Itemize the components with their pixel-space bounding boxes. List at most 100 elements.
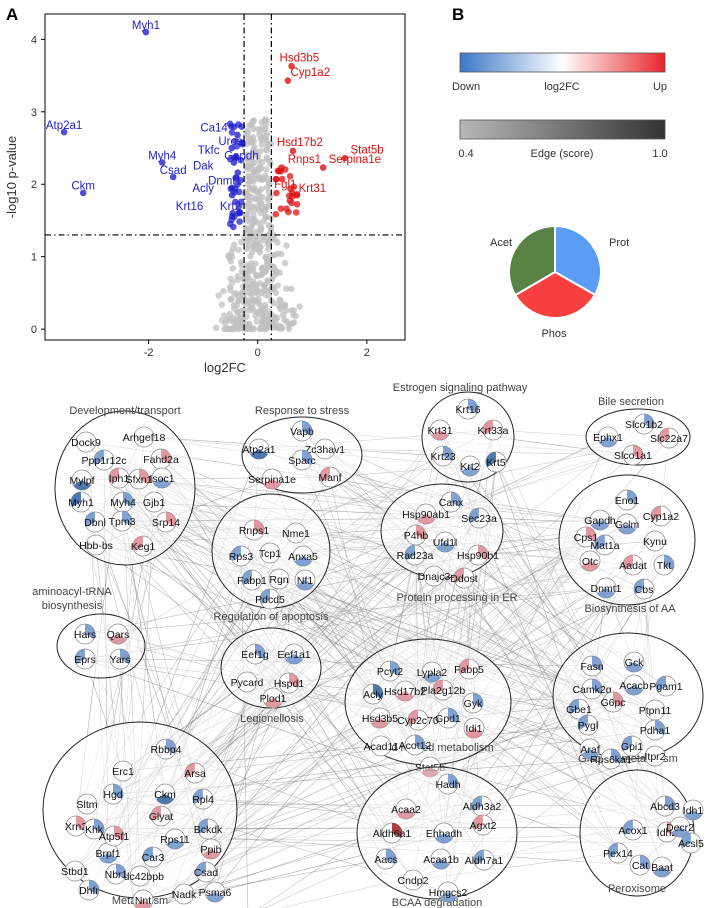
bg-point: [262, 267, 268, 273]
bg-point: [273, 290, 279, 296]
protein-node[interactable]: Idi1: [464, 718, 484, 738]
bg-point: [252, 260, 258, 266]
bg-point: [234, 277, 240, 283]
gene-label-down: Acly: [192, 183, 214, 195]
bg-point: [244, 275, 250, 281]
node-label: Pygl: [578, 720, 598, 732]
node-label: Tkt: [657, 560, 672, 572]
node-label: Ephx1: [593, 432, 623, 444]
protein-node[interactable]: Krt2: [460, 456, 480, 476]
bg-point: [238, 239, 244, 245]
edge-right-label: 1.0: [652, 148, 667, 160]
bg-point: [280, 312, 286, 318]
bg-point: [260, 311, 266, 317]
node-label: Ppp1r12c: [82, 455, 127, 467]
gene-label-up: Krt31: [299, 183, 327, 195]
bg-point: [259, 159, 265, 165]
bg-point: [215, 292, 221, 298]
node-label: Nme1: [282, 528, 310, 540]
bg-point: [275, 282, 281, 288]
bg-point: [275, 302, 281, 308]
node-label: Fabp1: [237, 575, 267, 587]
bg-point: [219, 302, 225, 308]
node-label: Hadh: [435, 779, 460, 791]
protein-node[interactable]: Dhfr: [79, 880, 99, 900]
node-label: Krt5: [486, 457, 505, 469]
node-label: Eprs: [74, 654, 96, 666]
node-label: Arsa: [184, 768, 206, 780]
network-module: LegionellosisEef1g Eef1a1Pycard Hspd1Plod1: [221, 628, 321, 725]
node-label: Aldh3a2: [463, 801, 502, 813]
module-title: Biosynthesis of AA: [584, 603, 676, 615]
bg-point: [239, 262, 245, 268]
gene-label-down: Krt16: [176, 201, 204, 213]
node-label: Tcp1: [259, 548, 281, 560]
node-label: Dock9: [71, 437, 101, 449]
bg-point: [228, 296, 234, 302]
protein-node[interactable]: Nnt: [133, 890, 153, 908]
node-label: Krt31: [427, 425, 452, 437]
bg-point: [260, 194, 266, 200]
protein-node[interactable]: Krt5: [486, 452, 506, 472]
node-label: Fasn: [580, 661, 604, 673]
node-label: Eno1: [615, 495, 640, 507]
gene-label-up: Rnps1: [288, 154, 321, 166]
node-label: Baat: [651, 862, 673, 874]
protein-node[interactable]: Ppib: [200, 839, 221, 859]
bg-point: [288, 286, 294, 292]
protein-node[interactable]: Idh1: [683, 800, 704, 820]
protein-node[interactable]: Gyk: [463, 693, 483, 713]
protein-node[interactable]: Itpr2: [644, 746, 665, 766]
protein-node[interactable]: Otc: [580, 551, 600, 571]
bg-point: [263, 133, 269, 139]
log2fc-mid-label: log2FC: [544, 81, 580, 93]
gene-label-up: Hsd3b5: [280, 52, 320, 64]
node-label: Nadk: [172, 889, 197, 901]
bg-point: [252, 218, 258, 224]
network-module: aminoacyl-tRNAbiosynthesisHars QarsEprs Ya…: [32, 586, 145, 678]
node-label: Serpina1e: [248, 474, 296, 486]
node-label: Gjb1: [143, 497, 165, 509]
gene-label-down: Uros: [218, 136, 243, 148]
protein-node[interactable]: Rgn: [269, 569, 289, 589]
protein-node[interactable]: Pygl: [578, 715, 598, 735]
protein-node[interactable]: Sltm: [77, 794, 98, 814]
module-title: Development/transport: [69, 405, 180, 417]
module-title: Regulation of apoptosis: [214, 611, 329, 623]
protein-node[interactable]: Eprs: [74, 649, 96, 669]
node-label: Vapb: [290, 426, 314, 438]
bg-point: [293, 313, 299, 319]
node-label: Hsp90b1: [457, 550, 499, 562]
bg-point: [255, 236, 261, 242]
bg-point: [249, 187, 255, 193]
node-label: Camk2g: [572, 684, 611, 696]
node-label: P4hb: [404, 530, 429, 542]
protein-node[interactable]: Yars: [110, 649, 131, 669]
up-point: [278, 164, 285, 171]
protein-node[interactable]: Nf1: [295, 570, 315, 590]
gene-label-down: Ckm: [71, 181, 95, 193]
node-label: Gapdh: [584, 515, 616, 527]
y-axis-title: -log10 p-value: [4, 136, 19, 218]
node-label: Krt16: [455, 404, 480, 416]
x-axis-title: log2FC: [204, 360, 246, 375]
node-label: Nnt: [135, 895, 151, 907]
node-label: Atp5f1: [99, 831, 130, 843]
network-diagram: Development/transportDock9 Arhgef18Ppp1r1…: [32, 382, 704, 908]
protein-node[interactable]: Tkt: [654, 555, 674, 575]
node-label: Atp2a1: [242, 444, 275, 456]
module-title: Legionellosis: [240, 713, 304, 725]
protein-node[interactable]: Dbnl: [84, 512, 106, 532]
node-label: Acacb: [619, 680, 648, 692]
protein-node[interactable]: Hgd: [103, 784, 123, 804]
gene-label-down: Gapdh: [224, 150, 259, 162]
module-title: Protein processing in ER: [396, 592, 517, 604]
node-label: Cyp1a2: [643, 511, 679, 523]
protein-node[interactable]: Cat: [630, 855, 650, 875]
protein-node[interactable]: Cbs: [634, 579, 654, 599]
node-label: Manf: [318, 472, 341, 484]
protein-node[interactable]: Acly: [363, 684, 384, 704]
protein-node[interactable]: Gck: [624, 652, 644, 672]
node-label: Keg1: [131, 541, 156, 553]
bg-point: [246, 307, 252, 313]
